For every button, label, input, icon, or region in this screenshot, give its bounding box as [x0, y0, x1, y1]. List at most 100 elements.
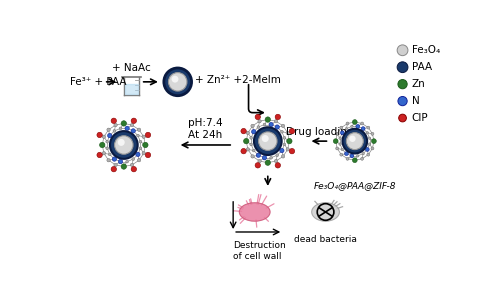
Circle shape: [362, 152, 364, 155]
Circle shape: [144, 143, 147, 147]
Circle shape: [286, 131, 290, 135]
Circle shape: [108, 133, 112, 138]
Circle shape: [270, 123, 272, 126]
Circle shape: [146, 132, 150, 138]
Circle shape: [339, 137, 342, 139]
Circle shape: [366, 148, 369, 151]
Circle shape: [290, 128, 294, 134]
Circle shape: [356, 124, 360, 128]
Circle shape: [263, 156, 266, 159]
Circle shape: [102, 135, 106, 138]
Circle shape: [266, 118, 270, 121]
Circle shape: [130, 163, 134, 167]
Circle shape: [334, 139, 338, 143]
Text: dead bacteria: dead bacteria: [294, 235, 357, 244]
Circle shape: [258, 132, 277, 150]
Circle shape: [114, 123, 117, 127]
Circle shape: [112, 157, 116, 161]
Circle shape: [286, 138, 292, 144]
Circle shape: [341, 148, 344, 151]
Text: + Zn²⁺ +2-MeIm: + Zn²⁺ +2-MeIm: [194, 75, 280, 85]
Circle shape: [350, 125, 353, 128]
Text: Fe₃O₄@PAA@ZIF-8: Fe₃O₄@PAA@ZIF-8: [314, 181, 396, 190]
Circle shape: [114, 136, 133, 154]
Circle shape: [398, 80, 407, 89]
Circle shape: [344, 152, 348, 156]
Circle shape: [244, 139, 248, 143]
Text: Drug loading: Drug loading: [286, 127, 353, 137]
Circle shape: [362, 127, 364, 130]
Circle shape: [138, 128, 140, 132]
Circle shape: [119, 160, 122, 163]
Circle shape: [252, 130, 255, 133]
Circle shape: [111, 167, 116, 172]
Circle shape: [106, 140, 108, 143]
Circle shape: [372, 139, 376, 143]
Circle shape: [346, 157, 349, 160]
Circle shape: [131, 129, 136, 133]
Text: Fe₃O₄: Fe₃O₄: [412, 45, 440, 55]
Circle shape: [251, 155, 254, 158]
Ellipse shape: [312, 203, 340, 221]
Circle shape: [341, 132, 344, 134]
Circle shape: [346, 122, 349, 125]
Circle shape: [106, 147, 108, 150]
Circle shape: [111, 118, 116, 124]
Circle shape: [340, 126, 343, 129]
Circle shape: [138, 159, 140, 162]
Circle shape: [371, 147, 374, 150]
Circle shape: [366, 148, 368, 151]
Circle shape: [108, 153, 111, 156]
Circle shape: [254, 127, 281, 155]
Circle shape: [126, 160, 128, 163]
Circle shape: [398, 97, 407, 106]
Circle shape: [275, 163, 280, 168]
Text: pH:7.4
At 24h: pH:7.4 At 24h: [188, 118, 222, 140]
Circle shape: [252, 129, 256, 134]
Circle shape: [146, 152, 150, 158]
Circle shape: [241, 148, 246, 154]
Ellipse shape: [240, 203, 270, 221]
Circle shape: [122, 122, 126, 125]
Circle shape: [172, 76, 178, 83]
Circle shape: [350, 155, 353, 157]
Circle shape: [262, 135, 268, 142]
Circle shape: [354, 159, 356, 162]
Circle shape: [274, 159, 278, 163]
Circle shape: [269, 122, 274, 127]
Circle shape: [398, 114, 406, 122]
Circle shape: [368, 137, 371, 139]
Circle shape: [345, 127, 348, 130]
Circle shape: [110, 131, 138, 159]
Circle shape: [345, 152, 348, 155]
Circle shape: [252, 149, 255, 152]
Circle shape: [360, 122, 364, 125]
Circle shape: [142, 135, 146, 138]
Circle shape: [340, 153, 343, 156]
Circle shape: [354, 121, 356, 124]
Circle shape: [246, 131, 250, 135]
Circle shape: [356, 125, 359, 128]
Circle shape: [397, 62, 408, 72]
Circle shape: [121, 164, 126, 169]
Circle shape: [275, 114, 280, 120]
Circle shape: [113, 129, 116, 132]
Circle shape: [119, 127, 122, 130]
Circle shape: [256, 153, 260, 157]
Circle shape: [258, 119, 261, 123]
Circle shape: [276, 154, 278, 157]
Circle shape: [368, 143, 371, 145]
Circle shape: [276, 126, 278, 128]
Circle shape: [274, 119, 278, 123]
Circle shape: [118, 159, 122, 164]
Circle shape: [362, 127, 365, 130]
Circle shape: [340, 131, 344, 135]
Circle shape: [107, 159, 110, 162]
Circle shape: [352, 158, 357, 162]
Text: Destruction
of cell wall: Destruction of cell wall: [233, 241, 286, 261]
Circle shape: [367, 126, 370, 129]
Text: Zn: Zn: [412, 79, 426, 89]
Circle shape: [246, 148, 250, 151]
Circle shape: [114, 163, 117, 167]
Text: PAA: PAA: [412, 62, 432, 72]
